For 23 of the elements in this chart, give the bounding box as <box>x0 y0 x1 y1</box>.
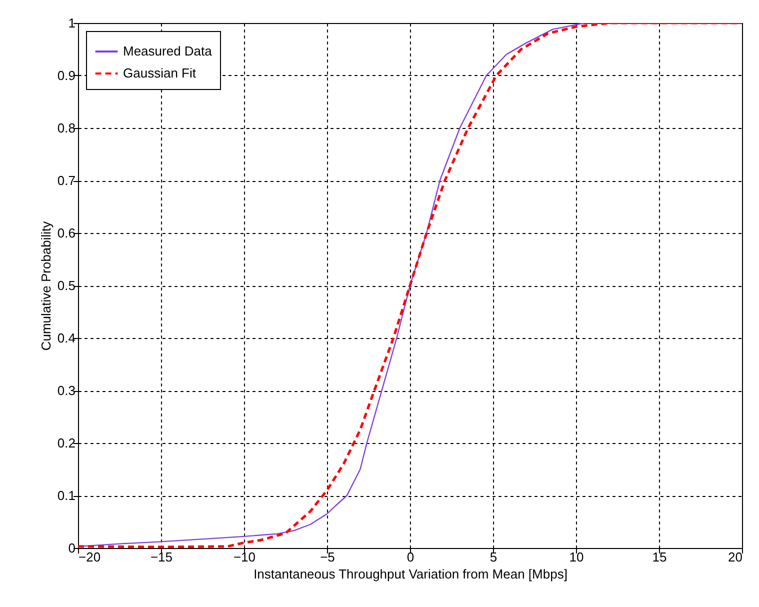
y-tick-label: 0.3 <box>57 383 76 398</box>
x-axis-title: Instantaneous Throughput Variation from Mean [Mbps] <box>254 566 568 582</box>
y-tick-label: 0.7 <box>57 173 76 188</box>
y-tick-label: 0.9 <box>57 68 76 83</box>
x-tick-label: 15 <box>652 550 667 564</box>
x-tick-label: 10 <box>569 550 584 564</box>
x-tick-label: 0 <box>406 550 414 564</box>
x-tick-label: −20 <box>78 550 101 564</box>
legend-label: Gaussian Fit <box>123 66 196 80</box>
y-tick-label: 0.2 <box>57 436 76 450</box>
x-tick-label: 20 <box>728 550 742 564</box>
y-tick-label: 0.1 <box>57 488 76 503</box>
y-tick-label: 1 <box>68 16 76 30</box>
x-tick-label: 5 <box>490 550 498 564</box>
y-tick-label: 0.4 <box>57 330 76 346</box>
x-tick-label: −5 <box>320 550 335 564</box>
x-tick-label: −15 <box>150 550 173 564</box>
y-tick-label: 0.5 <box>57 278 76 293</box>
y-axis-title: Cumulative Probability <box>38 220 54 351</box>
x-tick-label: −10 <box>233 550 256 564</box>
y-tick-label: 0.8 <box>57 120 76 136</box>
legend-label: Measured Data <box>123 44 213 58</box>
y-tick-label: 0.6 <box>57 226 76 240</box>
